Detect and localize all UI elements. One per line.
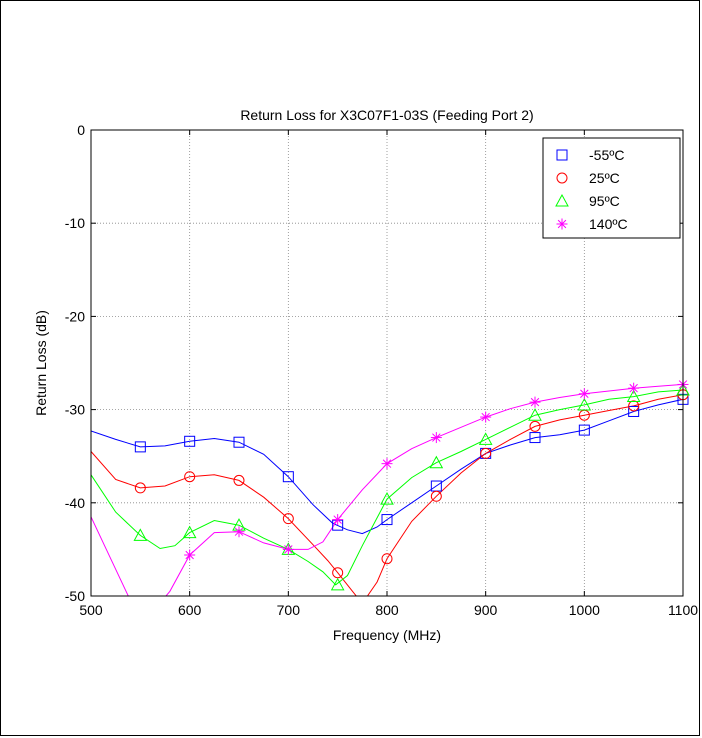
x-tick-label: 1100	[668, 602, 698, 618]
series-1-marker	[529, 432, 541, 444]
y-tick-label: 0	[77, 122, 85, 138]
legend-marker-2	[556, 172, 568, 184]
series-3-marker	[182, 525, 197, 539]
series-2-marker	[480, 447, 492, 459]
y-tick-label: -40	[65, 495, 85, 511]
y-tick-label: -50	[65, 588, 85, 604]
series-2-marker	[381, 553, 393, 565]
series-4-marker	[430, 432, 442, 444]
legend: -55ºC 25ºC 95ºC 140ºC	[542, 137, 681, 239]
y-tick-label: -30	[65, 402, 85, 418]
series-line-3	[91, 389, 683, 586]
marker-layer	[133, 378, 690, 591]
series-4-marker	[628, 382, 640, 394]
series-2-marker	[282, 513, 294, 525]
series-1-marker	[184, 435, 196, 447]
series-2-marker	[628, 400, 640, 412]
x-tick-label: 500	[79, 602, 103, 618]
series-4-marker	[480, 411, 492, 423]
series-2-marker	[233, 474, 245, 486]
x-tick-label: 800	[375, 602, 399, 618]
series-3-marker	[133, 528, 148, 541]
series-3-marker	[380, 492, 394, 505]
series-3-marker	[330, 577, 345, 591]
legend-marker-1	[556, 149, 568, 161]
series-1-marker	[282, 471, 294, 483]
series-4-marker	[381, 458, 393, 470]
axis-ticks: 500 600 700 800 900 1000 1100 0 -10 -20 -30 -40 -50	[65, 122, 698, 618]
x-tick-label: 900	[474, 602, 498, 618]
x-tick-label: 700	[277, 602, 301, 618]
series-1-marker	[233, 436, 245, 448]
y-axis-label: Return Loss (dB)	[33, 310, 49, 416]
x-tick-label: 1000	[569, 602, 600, 618]
legend-label-3: 95ºC	[589, 193, 620, 209]
series-2-marker	[332, 567, 344, 579]
series-4-marker	[282, 543, 294, 555]
series-3-marker	[478, 432, 493, 445]
y-tick-label: -20	[65, 308, 85, 324]
series-4-marker	[184, 549, 196, 561]
x-tick-label: 600	[178, 602, 202, 618]
series-3-marker	[577, 397, 592, 411]
series-3-marker	[429, 455, 444, 469]
legend-marker-3	[555, 193, 569, 207]
x-axis-label: Frequency (MHz)	[333, 627, 441, 643]
series-1-marker	[628, 405, 640, 417]
y-tick-label: -10	[65, 215, 85, 231]
legend-marker-4	[556, 218, 568, 230]
legend-box	[542, 137, 681, 239]
series-2-marker	[529, 420, 541, 432]
series-2-marker	[430, 490, 442, 502]
series-4-marker	[332, 514, 344, 526]
series-3-marker	[528, 408, 542, 421]
chart-title: Return Loss for X3C07F1-03S (Feeding Por…	[240, 107, 533, 123]
series-1-marker	[578, 424, 590, 436]
series-2-marker	[184, 471, 196, 483]
series-layer	[91, 383, 683, 596]
series-2-marker	[134, 482, 146, 494]
series-line-4	[91, 383, 683, 596]
series-3-marker	[626, 389, 641, 403]
series-4-marker	[578, 388, 590, 400]
legend-label-4: 140ºC	[589, 216, 628, 232]
series-line-2	[91, 394, 683, 596]
legend-label-2: 25ºC	[589, 170, 620, 186]
series-1-marker	[381, 514, 393, 526]
series-line-1	[91, 398, 683, 535]
series-4-marker	[529, 396, 541, 408]
series-1-marker	[134, 441, 146, 453]
legend-label-1: -55ºC	[589, 147, 624, 163]
series-4-marker	[233, 526, 245, 538]
